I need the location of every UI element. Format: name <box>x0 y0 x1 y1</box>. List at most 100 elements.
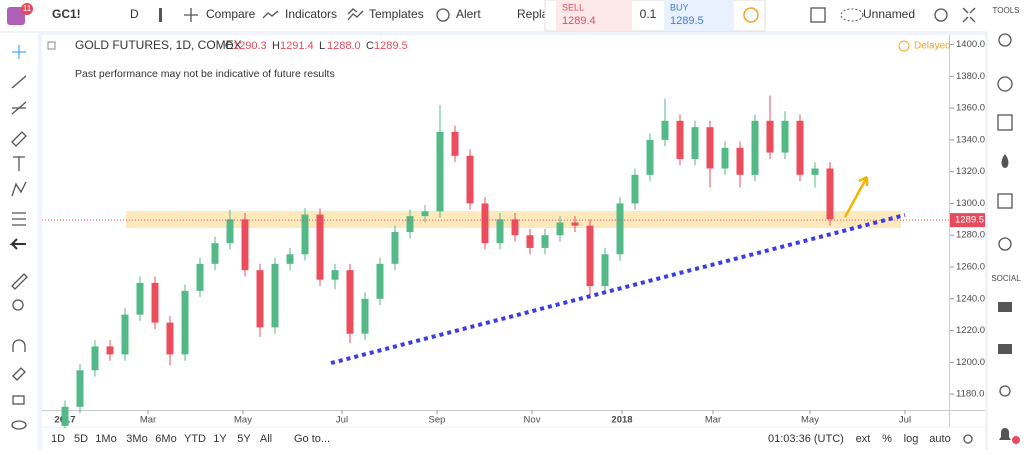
candle-body <box>466 155 474 204</box>
plot: 1180.0 1200.0 1220.0 1240.0 1260.0 1280.0 1300… <box>42 39 985 433</box>
eye-tool[interactable] <box>11 420 27 430</box>
fullscreen-icon[interactable] <box>962 7 976 23</box>
watchlist-icon[interactable] <box>998 33 1012 47</box>
candle-body <box>436 131 444 212</box>
candle-body <box>376 263 384 299</box>
candle-body <box>151 282 159 323</box>
left-toolbar <box>0 33 38 450</box>
candle-body <box>541 235 549 248</box>
scale-option[interactable]: % <box>882 433 892 445</box>
lock-drawing-tool[interactable] <box>12 367 26 381</box>
chart-style-icon[interactable] <box>159 8 162 22</box>
candle-body <box>211 243 219 264</box>
candle-body <box>781 120 789 153</box>
arrow <box>843 175 869 218</box>
square-icon[interactable] <box>810 7 826 23</box>
candle-body <box>661 120 669 140</box>
price-badge-label: 1289.5 <box>955 215 984 226</box>
y-tick-label: 1380.0 <box>956 71 985 82</box>
candle-body <box>271 263 279 328</box>
ohlc-value: 1290.3 <box>233 40 267 52</box>
candle-body <box>301 214 309 255</box>
candle-body <box>361 298 369 334</box>
candle-body <box>61 406 69 426</box>
range-button[interactable]: 1Mo <box>95 433 116 445</box>
scale-option[interactable]: log <box>904 433 919 445</box>
x-tick-label: Mar <box>705 415 721 426</box>
y-tick-label: 1300.0 <box>956 198 985 209</box>
back-tool[interactable] <box>9 238 26 250</box>
compare[interactable]: Compare <box>206 7 256 21</box>
settings-icon[interactable] <box>934 8 948 22</box>
candle-body <box>766 120 774 153</box>
messages-icon[interactable] <box>998 344 1012 354</box>
trendline-tool[interactable] <box>11 75 27 89</box>
symbol[interactable]: GC1! <box>52 7 81 21</box>
y-tick-label: 1280.0 <box>956 230 985 241</box>
range-button[interactable]: YTD <box>184 433 206 445</box>
range-button[interactable]: 5Y <box>237 433 251 445</box>
replay[interactable]: Repla <box>517 7 549 21</box>
layout-name[interactable]: Unnamed <box>863 7 915 21</box>
bottom-controls: 1D 5D 1Mo 3Mo 6Mo YTD 1Y 5Y All ext% log auto <box>51 433 951 445</box>
logo[interactable] <box>7 7 25 25</box>
collapse-icon[interactable] <box>47 41 56 50</box>
range-button[interactable]: 1D <box>51 433 65 445</box>
sell-button[interactable] <box>556 0 632 31</box>
templates-icon <box>347 8 364 21</box>
go-to[interactable]: Go to... <box>294 433 330 445</box>
lock-tool[interactable] <box>12 395 25 405</box>
bottom-bar <box>42 428 985 450</box>
candle-body <box>316 214 324 280</box>
indicators[interactable]: Indicators <box>285 7 337 21</box>
range-button[interactable]: 1Y <box>213 433 227 445</box>
interval[interactable]: D <box>130 7 139 21</box>
templates[interactable]: Templates <box>369 7 424 21</box>
ideas-icon[interactable] <box>998 237 1012 251</box>
brush-tool[interactable] <box>11 131 27 147</box>
magnet-tool[interactable] <box>12 339 26 352</box>
pattern-tool[interactable] <box>11 181 27 197</box>
buy-button[interactable] <box>664 0 734 31</box>
candle-body <box>196 263 204 291</box>
candle-body <box>226 219 234 244</box>
range-button[interactable]: 6Mo <box>155 433 176 445</box>
candle-body <box>796 120 804 175</box>
stream-icon[interactable] <box>999 385 1011 397</box>
measure-tool[interactable] <box>12 212 26 226</box>
zoom-tool[interactable] <box>12 299 24 311</box>
candle-body <box>616 203 624 255</box>
scale-option[interactable]: auto <box>929 433 950 445</box>
candle-body <box>691 127 699 159</box>
data-window-icon[interactable] <box>997 114 1013 131</box>
delayed: Delayed <box>914 41 951 52</box>
price-badge <box>950 213 985 228</box>
badge <box>21 3 33 15</box>
delayed-icon <box>898 40 910 52</box>
crosshair-tool[interactable] <box>12 45 26 59</box>
calendar-icon[interactable] <box>997 193 1013 209</box>
compare-icon <box>184 8 198 22</box>
badge-count: 11 <box>23 4 32 13</box>
chat-icon[interactable] <box>998 302 1012 312</box>
text-tool[interactable] <box>13 156 25 171</box>
scale-option[interactable]: ext <box>856 433 871 445</box>
info-icon[interactable] <box>743 7 759 23</box>
notifications-icon[interactable] <box>999 428 1011 440</box>
candle-body <box>706 127 714 169</box>
candle-body <box>421 211 429 217</box>
candle-body <box>481 203 489 244</box>
alerts-icon[interactable] <box>997 76 1013 92</box>
range-button[interactable]: All <box>260 433 272 445</box>
y-tick-label: 1200.0 <box>956 357 985 368</box>
chart-settings[interactable] <box>963 434 973 444</box>
hotlist-icon[interactable] <box>1001 154 1009 168</box>
ruler-tool[interactable] <box>11 273 28 290</box>
range-button[interactable]: 5D <box>74 433 88 445</box>
candle-body <box>826 168 834 220</box>
range-button[interactable]: 3Mo <box>126 433 147 445</box>
disclaimer: Past performance may not be indicative o… <box>75 68 335 80</box>
fib-tool[interactable] <box>11 101 27 115</box>
x-tick-label: Nov <box>524 415 541 426</box>
alert[interactable]: Alert <box>456 7 481 21</box>
